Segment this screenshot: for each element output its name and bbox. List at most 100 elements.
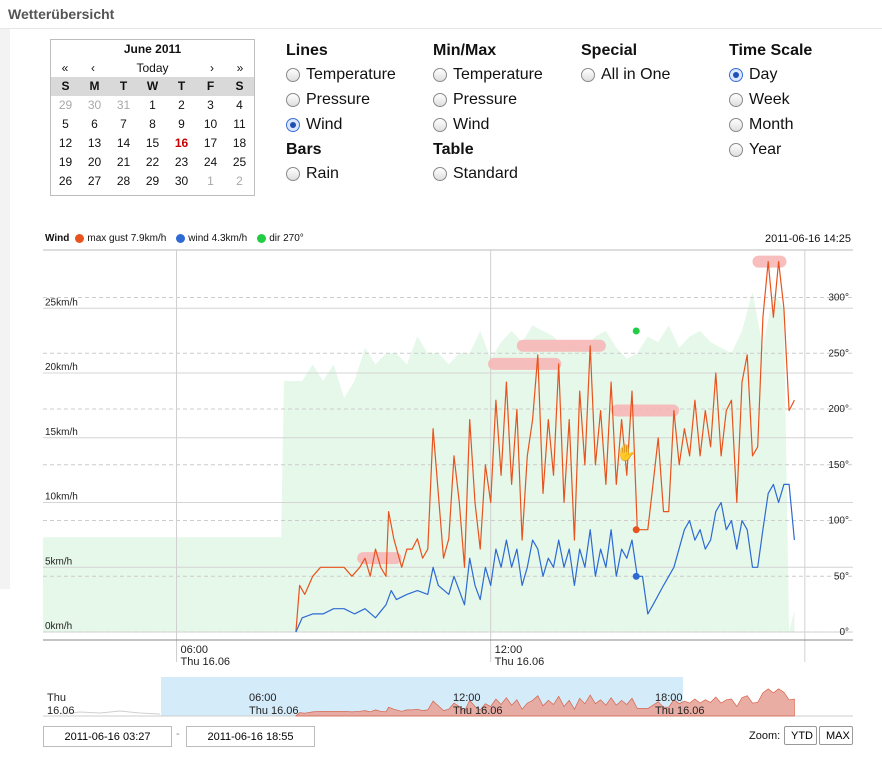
weekday-label: W	[146, 79, 159, 93]
radio-button[interactable]	[729, 117, 743, 132]
radio-button[interactable]	[286, 166, 300, 181]
timescale-option-year[interactable]: Year	[729, 137, 812, 162]
calendar-day[interactable]: 20	[87, 155, 102, 169]
series-dir-area	[43, 291, 795, 632]
radio-button[interactable]	[433, 166, 447, 181]
right-axis-tick-label: 0°	[839, 627, 849, 638]
calendar-day[interactable]: 4	[236, 98, 243, 112]
prev-month-button[interactable]: ‹	[91, 61, 95, 75]
minmax-option-wind[interactable]: Wind	[433, 112, 543, 137]
calendar-day[interactable]: 17	[203, 136, 218, 150]
legend-item-wind[interactable]: wind 4.3km/h	[176, 233, 247, 244]
timescale-option-week[interactable]: Week	[729, 87, 812, 112]
calendar-week: 12 13 14 15 16 17 18	[51, 134, 254, 153]
calendar-day[interactable]: 2	[178, 98, 185, 112]
calendar-day[interactable]: 15	[145, 136, 160, 150]
range-to-input[interactable]	[186, 726, 315, 747]
right-axis-tick-label: 300°	[828, 293, 849, 304]
zoom-ytd-button[interactable]: YTD	[784, 726, 817, 745]
minmax-option-pressure[interactable]: Pressure	[433, 87, 543, 112]
lines-option-pressure[interactable]: Pressure	[286, 87, 396, 112]
radio-button[interactable]	[433, 67, 447, 82]
calendar-day[interactable]: 30	[87, 98, 102, 112]
navigator-gust-area	[295, 688, 795, 717]
minmax-group: Min/Max Temperature Pressure Wind Table St…	[433, 40, 543, 186]
calendar-day[interactable]: 13	[87, 136, 102, 150]
weekday-label: F	[206, 79, 215, 93]
radio-button[interactable]	[433, 92, 447, 107]
option-label: Pressure	[306, 90, 371, 108]
calendar-day[interactable]: 1	[207, 174, 214, 188]
calendar-day[interactable]: 18	[232, 136, 247, 150]
zoom-max-button[interactable]: MAX	[819, 726, 853, 745]
x-axis-tick-date: Thu 16.06	[495, 656, 545, 668]
calendar-day[interactable]: 30	[174, 174, 189, 188]
calendar-day[interactable]: 12	[58, 136, 73, 150]
radio-button[interactable]	[286, 92, 300, 107]
lines-group: Lines Temperature Pressure Wind Bars Rain	[286, 40, 396, 186]
navigator-date-label: Thu 16.06	[655, 705, 705, 717]
legend-dot-dir	[257, 234, 267, 243]
radio-button[interactable]	[729, 67, 743, 82]
radio-button[interactable]	[286, 117, 300, 132]
radio-button[interactable]	[729, 92, 743, 107]
calendar-day[interactable]: 3	[207, 98, 214, 112]
calendar-day[interactable]: 10	[203, 117, 218, 131]
calendar-day[interactable]: 29	[145, 174, 160, 188]
calendar-day[interactable]: 11	[233, 117, 246, 131]
option-label: Week	[749, 90, 790, 108]
calendar-day[interactable]: 25	[232, 155, 247, 169]
navigator-date-label: Thu 16.06	[249, 705, 299, 717]
legend-dot-wind	[176, 234, 186, 243]
table-option-standard[interactable]: Standard	[433, 161, 543, 186]
calendar-week: 19 20 21 22 23 24 25	[51, 153, 254, 172]
timescale-option-month[interactable]: Month	[729, 112, 812, 137]
calendar-day[interactable]: 7	[120, 117, 127, 131]
calendar-day[interactable]: 23	[174, 155, 189, 169]
calendar-day[interactable]: 19	[58, 155, 73, 169]
right-axis-tick-label: 150°	[828, 460, 849, 471]
today-button[interactable]: Today	[136, 61, 169, 75]
calendar-day[interactable]: 24	[203, 155, 218, 169]
calendar-day[interactable]: 26	[58, 174, 73, 188]
next-month-button[interactable]: ›	[210, 61, 214, 75]
minmax-option-temperature[interactable]: Temperature	[433, 62, 543, 87]
navigator-early-line	[59, 710, 161, 715]
calendar-day[interactable]: 6	[91, 117, 98, 131]
calendar-day[interactable]: 22	[145, 155, 160, 169]
calendar-day[interactable]: 1	[149, 98, 156, 112]
calendar-day[interactable]: 21	[116, 155, 131, 169]
hand-cursor-icon: ✋	[616, 443, 636, 462]
prev-year-button[interactable]: «	[61, 61, 69, 75]
lines-option-wind[interactable]: Wind	[286, 112, 396, 137]
legend-dot-gust	[75, 234, 85, 243]
calendar-day[interactable]: 29	[58, 98, 73, 112]
radio-button[interactable]	[433, 117, 447, 132]
calendar-day[interactable]: 8	[149, 117, 156, 131]
bars-option-rain[interactable]: Rain	[286, 161, 396, 186]
radio-button[interactable]	[581, 67, 595, 82]
special-option-all-in-one[interactable]: All in One	[581, 62, 670, 87]
calendar-day[interactable]: 28	[116, 174, 131, 188]
calendar-month-label: June 2011	[123, 42, 182, 56]
range-from-input[interactable]	[43, 726, 172, 747]
x-axis-tick-date: Thu 16.06	[181, 656, 231, 668]
radio-button[interactable]	[286, 67, 300, 82]
radio-button[interactable]	[729, 142, 743, 157]
calendar-day[interactable]: 16	[174, 136, 189, 150]
calendar-day[interactable]: 5	[62, 117, 69, 131]
calendar-day[interactable]: 2	[236, 174, 243, 188]
navigator-date-label: Thu 16.06	[453, 705, 503, 717]
calendar-day[interactable]: 27	[87, 174, 102, 188]
next-year-button[interactable]: »	[236, 61, 244, 75]
calendar-nav: « ‹ Today › »	[51, 59, 254, 77]
timescale-option-day[interactable]: Day	[729, 62, 812, 87]
left-shade	[0, 29, 10, 589]
legend-item-gust[interactable]: max gust 7.9km/h	[75, 233, 166, 244]
calendar-day[interactable]: 14	[116, 136, 131, 150]
calendar-day[interactable]: 9	[178, 117, 185, 131]
calendar-day[interactable]: 31	[116, 98, 131, 112]
lines-option-temperature[interactable]: Temperature	[286, 62, 396, 87]
legend-item-dir[interactable]: dir 270°	[257, 233, 304, 244]
